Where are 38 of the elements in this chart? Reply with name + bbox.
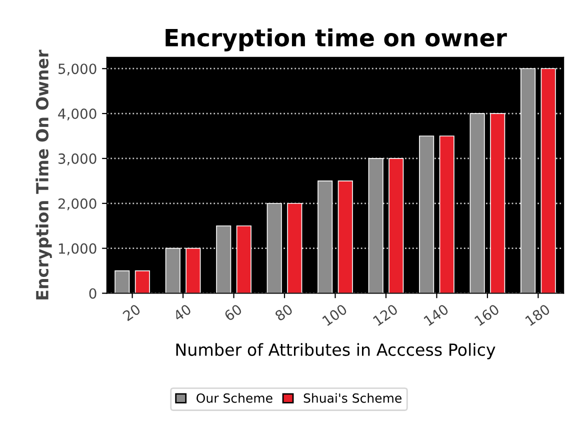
bar [419,136,434,294]
bar [134,270,150,294]
bar [287,202,302,294]
y-tick-label: 3,000 [58,153,96,166]
y-axis-title: Encryption Time On Owner [36,50,52,300]
x-tick-label: 140 [423,304,450,326]
bar [186,248,201,294]
x-tick-label: 80 [274,304,294,322]
x-tick-label: 120 [372,304,398,326]
y-tick-label: 0 [89,288,96,299]
x-tick-label: 160 [474,304,500,326]
bar [216,225,232,294]
bar [114,270,130,294]
y-tick-label: 2,000 [58,198,96,210]
y-tick-label: 4,000 [58,108,96,120]
bar [470,113,485,294]
chart-title: Encryption time on owner [166,28,507,52]
x-tick-label: 20 [122,304,142,322]
bar [266,202,282,294]
bar [540,68,556,294]
bar [165,248,180,294]
bar [388,158,404,294]
legend-label: Shuai's Scheme [304,393,402,403]
bar [520,68,536,294]
bar [490,113,506,294]
bar [338,180,353,294]
bar [439,136,454,294]
y-tick-label: 5,000 [58,64,96,76]
legend-label: Our Scheme [196,393,272,403]
x-tick-label: 60 [224,304,243,322]
x-tick-label: 40 [172,304,192,322]
y-tick-label: 1,000 [58,243,96,256]
x-tick-label: 180 [524,304,551,326]
x-axis-title: Number of Attributes in Acccess Policy [176,343,496,360]
x-tick-label: 100 [322,304,348,326]
bar [236,225,252,294]
bar [368,158,384,294]
bar [318,180,333,294]
